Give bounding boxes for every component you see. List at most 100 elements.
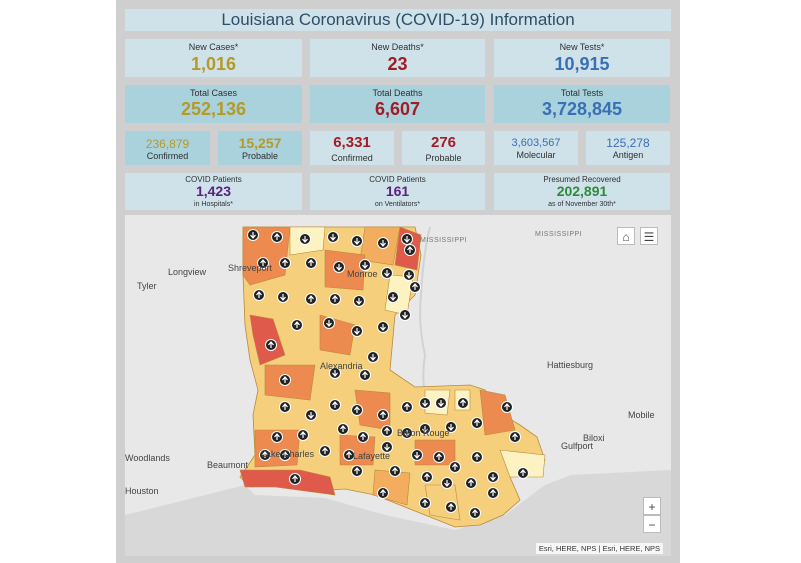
trend-up-pin[interactable] xyxy=(404,244,416,256)
trend-down-pin[interactable] xyxy=(419,423,431,435)
trend-down-pin[interactable] xyxy=(329,367,341,379)
trend-up-pin[interactable] xyxy=(487,487,499,499)
trend-up-pin[interactable] xyxy=(433,451,445,463)
trend-down-pin[interactable] xyxy=(351,325,363,337)
trend-up-pin[interactable] xyxy=(501,401,513,413)
trend-down-pin[interactable] xyxy=(435,397,447,409)
trend-down-pin[interactable] xyxy=(401,427,413,439)
trend-down-pin[interactable] xyxy=(401,233,413,245)
trend-up-pin[interactable] xyxy=(421,471,433,483)
parish-map[interactable]: Longview Tyler Shreveport Monroe MISSISS… xyxy=(125,215,671,556)
tests-antigen-panel[interactable]: 125,278 Antigen xyxy=(586,131,670,165)
trend-up-pin[interactable] xyxy=(377,409,389,421)
trend-up-pin[interactable] xyxy=(265,339,277,351)
trend-down-pin[interactable] xyxy=(399,309,411,321)
total-cases-panel[interactable]: Total Cases 252,136 xyxy=(125,85,302,123)
trend-up-pin[interactable] xyxy=(449,461,461,473)
trend-down-pin[interactable] xyxy=(487,471,499,483)
trend-up-pin[interactable] xyxy=(351,465,363,477)
trend-up-pin[interactable] xyxy=(457,397,469,409)
legend-button[interactable]: ☰ xyxy=(640,227,658,245)
trend-up-pin[interactable] xyxy=(517,467,529,479)
trend-down-pin[interactable] xyxy=(403,269,415,281)
trend-down-pin[interactable] xyxy=(299,233,311,245)
trend-up-pin[interactable] xyxy=(343,449,355,461)
trend-up-pin[interactable] xyxy=(509,431,521,443)
trend-up-pin[interactable] xyxy=(297,429,309,441)
hospitalized-panel[interactable]: COVID Patients 1,423 in Hospitals* xyxy=(125,173,302,210)
home-button[interactable]: ⌂ xyxy=(617,227,635,245)
trend-up-pin[interactable] xyxy=(253,289,265,301)
trend-up-pin[interactable] xyxy=(279,374,291,386)
trend-up-pin[interactable] xyxy=(337,423,349,435)
trend-up-pin[interactable] xyxy=(305,293,317,305)
zoom-out-button[interactable]: − xyxy=(643,515,661,533)
trend-up-pin[interactable] xyxy=(271,431,283,443)
new-cases-panel[interactable]: New Cases* 1,016 xyxy=(125,39,302,77)
trend-up-pin[interactable] xyxy=(289,473,301,485)
trend-up-pin[interactable] xyxy=(381,425,393,437)
trend-down-pin[interactable] xyxy=(333,261,345,273)
total-deaths-panel[interactable]: Total Deaths 6,607 xyxy=(310,85,485,123)
trend-up-pin[interactable] xyxy=(409,281,421,293)
trend-down-pin[interactable] xyxy=(353,295,365,307)
trend-up-pin[interactable] xyxy=(377,487,389,499)
trend-up-pin[interactable] xyxy=(419,497,431,509)
trend-up-pin[interactable] xyxy=(319,445,331,457)
cases-probable-panel[interactable]: 15,257 Probable xyxy=(218,131,302,165)
trend-up-pin[interactable] xyxy=(329,399,341,411)
trend-down-pin[interactable] xyxy=(351,235,363,247)
trend-up-pin[interactable] xyxy=(291,319,303,331)
trend-up-pin[interactable] xyxy=(357,431,369,443)
cases-confirmed-panel[interactable]: 236,879 Confirmed xyxy=(125,131,210,165)
trend-up-pin[interactable] xyxy=(279,401,291,413)
trend-down-pin[interactable] xyxy=(327,231,339,243)
trend-down-pin[interactable] xyxy=(419,397,431,409)
trend-up-pin[interactable] xyxy=(465,477,477,489)
trend-up-pin[interactable] xyxy=(471,417,483,429)
trend-up-pin[interactable] xyxy=(471,451,483,463)
trend-down-pin[interactable] xyxy=(381,267,393,279)
trend-down-pin[interactable] xyxy=(441,477,453,489)
tests-molecular-panel[interactable]: 3,603,567 Molecular xyxy=(494,131,578,165)
trend-down-pin[interactable] xyxy=(381,441,393,453)
trend-up-pin[interactable] xyxy=(329,293,341,305)
arrow-up-icon xyxy=(282,376,288,383)
trend-down-pin[interactable] xyxy=(367,351,379,363)
deaths-probable-value: 276 xyxy=(430,134,457,151)
trend-down-pin[interactable] xyxy=(305,409,317,421)
trend-up-pin[interactable] xyxy=(257,257,269,269)
trend-up-pin[interactable] xyxy=(469,507,481,519)
trend-down-pin[interactable] xyxy=(411,449,423,461)
trend-down-pin[interactable] xyxy=(323,317,335,329)
trend-up-pin[interactable] xyxy=(271,231,283,243)
trend-up-pin[interactable] xyxy=(351,404,363,416)
trend-up-pin[interactable] xyxy=(259,449,271,461)
trend-down-pin[interactable] xyxy=(377,237,389,249)
trend-down-pin[interactable] xyxy=(247,229,259,241)
new-deaths-panel[interactable]: New Deaths* 23 xyxy=(310,39,485,77)
arrow-down-icon xyxy=(406,272,412,279)
zoom-in-button[interactable]: + xyxy=(643,497,661,515)
trend-up-pin[interactable] xyxy=(279,257,291,269)
trend-up-pin[interactable] xyxy=(359,369,371,381)
trend-down-pin[interactable] xyxy=(445,421,457,433)
trend-down-pin[interactable] xyxy=(359,259,371,271)
parish-pins[interactable] xyxy=(247,229,529,519)
arrow-up-icon xyxy=(282,259,288,266)
trend-up-pin[interactable] xyxy=(389,465,401,477)
total-tests-panel[interactable]: Total Tests 3,728,845 xyxy=(494,85,670,123)
trend-up-pin[interactable] xyxy=(445,501,457,513)
trend-up-pin[interactable] xyxy=(279,449,291,461)
recovered-panel[interactable]: Presumed Recovered 202,891 as of Novembe… xyxy=(494,173,670,210)
trend-down-pin[interactable] xyxy=(377,321,389,333)
trend-down-pin[interactable] xyxy=(277,291,289,303)
deaths-confirmed-panel[interactable]: 6,331 Confirmed xyxy=(310,131,394,165)
ventilators-panel[interactable]: COVID Patients 161 on Ventilators* xyxy=(310,173,485,210)
trend-up-pin[interactable] xyxy=(401,401,413,413)
new-tests-panel[interactable]: New Tests* 10,915 xyxy=(494,39,670,77)
trend-down-pin[interactable] xyxy=(387,291,399,303)
map-canvas[interactable] xyxy=(125,215,671,556)
deaths-probable-panel[interactable]: 276 Probable xyxy=(402,131,485,165)
trend-up-pin[interactable] xyxy=(305,257,317,269)
